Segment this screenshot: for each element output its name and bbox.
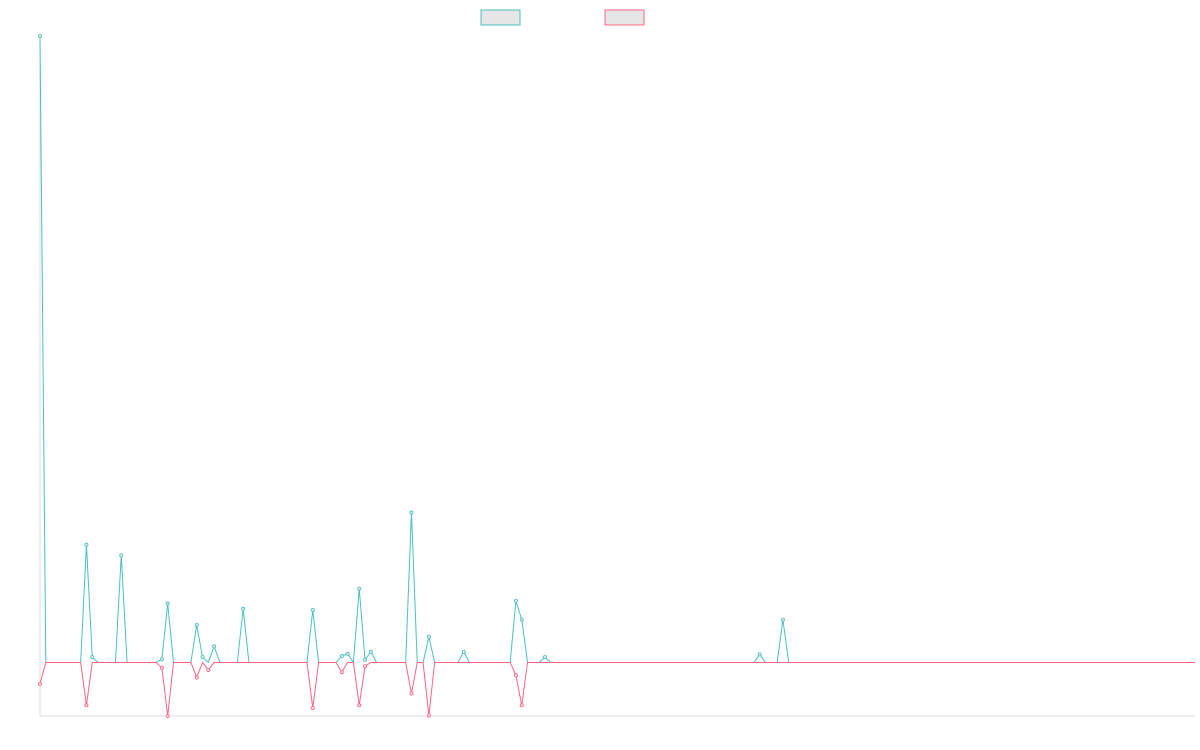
series-1-point-24 — [780, 617, 785, 622]
series-line-1 — [39, 35, 1195, 663]
series-1-point-5 — [159, 657, 164, 662]
series-2-point-6 — [206, 667, 211, 672]
series-2-point-11 — [409, 691, 414, 696]
series-2-point-7 — [310, 705, 315, 710]
series-1-point-10 — [241, 606, 246, 611]
series-2-point-14 — [519, 703, 524, 708]
series-1-point-15 — [363, 657, 368, 662]
series-2-point-13 — [513, 673, 518, 678]
series-line-2 — [39, 661, 1195, 717]
series-2-point-12 — [426, 713, 431, 718]
series-2-point-8 — [339, 670, 344, 675]
series-1-point-1 — [38, 34, 43, 39]
series-1-point-12 — [339, 654, 344, 659]
series-2-point-5 — [194, 675, 199, 680]
series-1-point-6 — [165, 601, 170, 606]
series-1-point-23 — [757, 652, 762, 657]
series-1-point-3 — [90, 655, 95, 660]
series-2-point-4 — [165, 714, 170, 719]
series-1-point-19 — [461, 649, 466, 654]
series-1-point-21 — [519, 617, 524, 622]
legend — [480, 9, 645, 26]
series-2-point-3 — [159, 665, 164, 670]
axes — [39, 36, 1195, 717]
legend-swatch-2[interactable] — [604, 9, 645, 26]
series-2-point-1 — [38, 681, 43, 686]
series-1-point-20 — [513, 598, 518, 603]
series-2-point-10 — [363, 664, 368, 669]
series-1-point-17 — [409, 510, 414, 515]
legend-swatch-1[interactable] — [480, 9, 521, 26]
series-2-point-2 — [84, 703, 89, 708]
series-1-point-16 — [368, 649, 373, 654]
series-1-point-11 — [310, 607, 315, 612]
series-1-point-13 — [345, 651, 350, 656]
series-1-point-18 — [426, 634, 431, 639]
series-1-point-4 — [119, 553, 124, 558]
series-1-point-14 — [357, 586, 362, 591]
series-1-point-2 — [84, 542, 89, 547]
series-1-point-7 — [194, 622, 199, 627]
series-1-point-22 — [542, 655, 547, 660]
series-2-point-9 — [357, 703, 362, 708]
series-1-point-9 — [212, 644, 217, 649]
series-layer — [38, 34, 1195, 719]
series-1-point-8 — [200, 655, 205, 660]
